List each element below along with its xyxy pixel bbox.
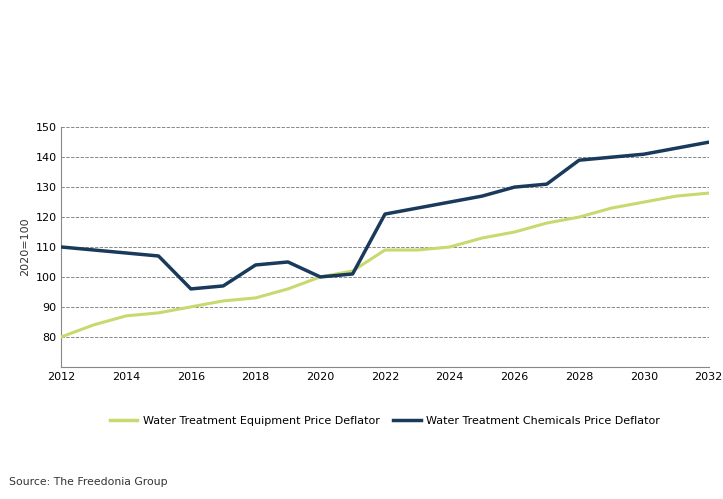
Legend: Water Treatment Equipment Price Deflator, Water Treatment Chemicals Price Deflat: Water Treatment Equipment Price Deflator… [105,412,665,431]
Text: Figure 3-4.
Global Water Treatment Equipment & Chemicals Product Price Deflator : Figure 3-4. Global Water Treatment Equip… [9,8,562,76]
Y-axis label: 2020=100: 2020=100 [20,218,30,276]
Bar [496,132,508,191]
Text: Group: Group [550,161,578,170]
Text: Source: The Freedonia Group: Source: The Freedonia Group [9,477,168,487]
Text: Freedonia: Freedonia [550,134,620,147]
Bar [496,132,539,142]
Bar [496,160,529,169]
